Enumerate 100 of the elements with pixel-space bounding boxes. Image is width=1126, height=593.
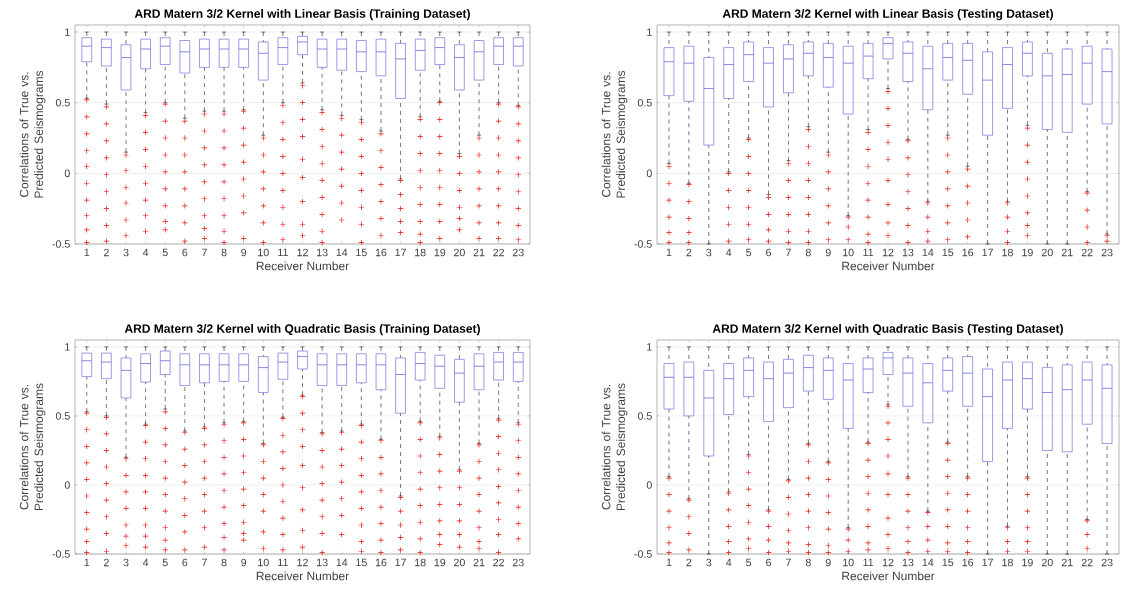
x-axis-title: Receiver Number (256, 571, 349, 581)
x-tick-label: 18 (415, 248, 426, 257)
y-tick-label: -0.5 (52, 240, 70, 248)
x-tick-label: 20 (454, 248, 465, 257)
x-tick-label: 22 (1081, 558, 1093, 567)
x-tick-label: 11 (278, 248, 288, 257)
x-tick-label: 23 (512, 558, 524, 567)
y-tick-label: -0.5 (634, 550, 652, 558)
y-axis-title: Correlations of True vs. Predicted Seismograms (601, 383, 628, 511)
x-tick-label: 23 (1101, 248, 1113, 257)
x-tick-label: 7 (202, 558, 207, 567)
x-tick-label: 1 (84, 248, 90, 257)
x-tick-label: 22 (493, 248, 505, 257)
chart-title: ARD Matern 3/2 Kernel with Quadratic Basis (Training Dataset) (124, 324, 480, 336)
x-tick-label: 17 (395, 558, 406, 567)
x-tick-label: 15 (356, 248, 367, 257)
x-tick-label: 22 (493, 558, 505, 567)
x-tick-label: 20 (454, 558, 465, 567)
y-tick-label: 0 (646, 169, 652, 178)
x-tick-label: 14 (922, 558, 934, 567)
y-tick-label: 0 (646, 481, 652, 489)
y-axis-title: Correlations of True vs. Predicted Seismograms (19, 383, 46, 511)
x-tick-label: 12 (882, 248, 894, 257)
x-tick-label: 5 (746, 248, 752, 257)
y-tick-label: 0 (64, 169, 70, 178)
x-tick-label: 4 (725, 558, 732, 567)
y-tick-label: -0.5 (634, 240, 652, 248)
x-tick-label: 16 (962, 248, 974, 257)
x-axis-title: Receiver Number (256, 261, 349, 271)
x-tick-label: 7 (786, 248, 791, 257)
x-tick-label: 17 (982, 558, 993, 567)
x-tick-label: 18 (415, 558, 426, 567)
x-tick-label: 13 (317, 248, 328, 257)
x-tick-label: 6 (182, 558, 188, 567)
x-tick-label: 8 (221, 558, 227, 567)
x-tick-label: 14 (336, 248, 348, 257)
x-tick-label: 17 (982, 248, 993, 257)
x-tick-label: 9 (825, 558, 831, 567)
x-tick-label: 1 (666, 558, 672, 567)
x-tick-label: 4 (142, 248, 149, 257)
x-tick-label: 13 (902, 248, 914, 257)
x-tick-label: 6 (182, 248, 188, 257)
x-tick-label: 10 (258, 248, 269, 257)
x-tick-label: 21 (473, 248, 485, 257)
chart-title: ARD Matern 3/2 Kernel with Linear Basis (Training Dataset) (134, 9, 470, 21)
x-tick-label: 3 (123, 558, 129, 567)
x-tick-label: 19 (434, 248, 446, 257)
x-tick-label: 23 (512, 248, 524, 257)
chart-title: ARD Matern 3/2 Kernel with Quadratic Basis (Testing Dataset) (712, 324, 1063, 336)
x-tick-label: 4 (725, 248, 732, 257)
x-tick-label: 3 (123, 248, 129, 257)
x-tick-label: 19 (434, 558, 446, 567)
x-tick-label: 21 (473, 558, 485, 567)
y-axis-title: Correlations of True vs. Predicted Seismograms (601, 70, 628, 198)
x-tick-label: 9 (241, 248, 247, 257)
x-tick-label: 18 (1002, 558, 1013, 567)
y-axis-title: Correlations of True vs. Predicted Seismograms (19, 70, 46, 198)
x-tick-label: 12 (297, 558, 308, 567)
x-tick-label: 15 (942, 248, 954, 257)
x-tick-label: 2 (103, 558, 109, 567)
x-tick-label: 18 (1002, 248, 1013, 257)
x-tick-label: 9 (825, 248, 831, 257)
x-tick-label: 1 (84, 558, 90, 567)
x-tick-label: 8 (221, 248, 227, 257)
x-tick-label: 10 (258, 558, 269, 567)
y-tick-label: 1 (65, 28, 70, 36)
y-tick-label: 1 (65, 343, 70, 351)
x-tick-label: 20 (1041, 248, 1053, 257)
y-tick-label: 0.5 (637, 412, 652, 420)
x-tick-label: 16 (375, 558, 387, 567)
x-tick-label: 23 (1101, 558, 1113, 567)
x-tick-label: 11 (863, 558, 874, 567)
x-tick-label: 5 (162, 558, 168, 567)
x-tick-label: 11 (863, 248, 874, 257)
x-tick-label: 13 (317, 558, 328, 567)
x-tick-label: 2 (686, 558, 692, 567)
x-tick-label: 12 (297, 248, 308, 257)
x-tick-label: 10 (843, 248, 854, 257)
x-tick-label: 14 (336, 558, 348, 567)
x-tick-label: 8 (805, 558, 811, 567)
x-tick-label: 15 (356, 558, 367, 567)
x-tick-label: 5 (746, 558, 752, 567)
x-tick-label: 9 (241, 558, 247, 567)
x-tick-label: 7 (786, 558, 791, 567)
x-tick-label: 17 (395, 248, 406, 257)
x-tick-label: 11 (278, 558, 288, 567)
x-tick-label: 6 (766, 248, 772, 257)
x-tick-label: 2 (686, 248, 692, 257)
x-tick-label: 3 (706, 248, 712, 257)
x-tick-label: 6 (766, 558, 772, 567)
chart-title: ARD Matern 3/2 Kernel with Linear Basis (Testing Dataset) (722, 9, 1053, 21)
x-tick-label: 15 (942, 558, 954, 567)
y-tick-label: 0.5 (55, 98, 70, 107)
x-tick-label: 14 (922, 248, 934, 257)
x-tick-label: 22 (1081, 248, 1093, 257)
x-tick-label: 16 (962, 558, 974, 567)
x-tick-label: 16 (375, 248, 387, 257)
y-tick-label: 1 (647, 28, 652, 36)
x-tick-label: 13 (902, 558, 914, 567)
x-tick-label: 7 (202, 248, 207, 257)
